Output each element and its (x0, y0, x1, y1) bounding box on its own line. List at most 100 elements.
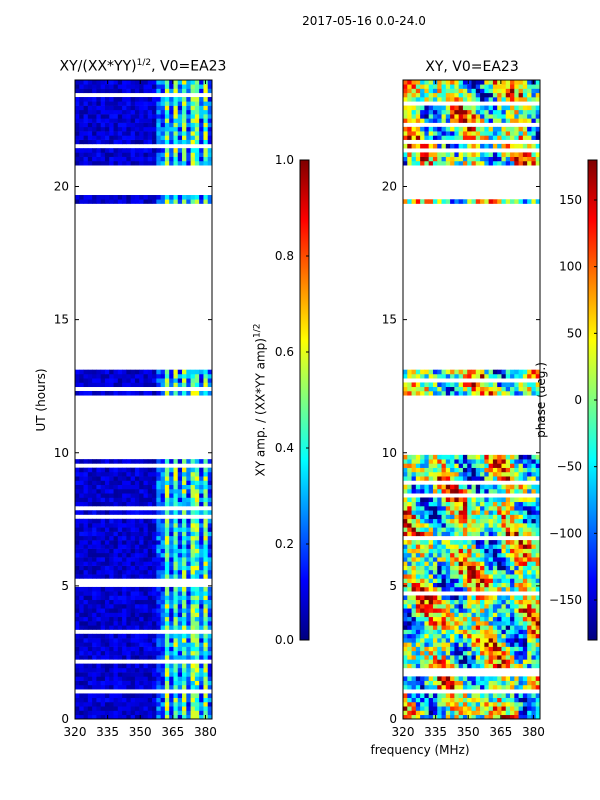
heatmap-cell (130, 459, 136, 464)
heatmap-cell (122, 595, 127, 601)
heatmap-cell (139, 382, 144, 388)
heatmap-cell (164, 160, 170, 166)
heatmap-cell (207, 603, 212, 609)
heatmap-cell (177, 497, 183, 503)
heatmap-cell (126, 378, 132, 383)
heatmap-cell (182, 701, 187, 707)
heatmap-cell (535, 88, 540, 94)
heatmap-cell (415, 135, 421, 140)
heatmap-cell (92, 373, 97, 379)
heatmap-cell (207, 540, 212, 545)
heatmap-cell (113, 139, 119, 145)
heatmap-cell (454, 616, 460, 622)
heatmap-cell (190, 565, 196, 571)
heatmap-cell (415, 501, 421, 507)
heatmap-cell (126, 693, 132, 698)
heatmap-cell (203, 574, 209, 579)
heatmap-cell (113, 523, 119, 528)
heatmap-cell (458, 693, 464, 698)
heatmap-cell (445, 109, 451, 115)
heatmap-cell (514, 561, 519, 566)
heatmap-cell (182, 101, 187, 106)
heatmap-cell (203, 476, 209, 481)
heatmap-cell (445, 603, 451, 609)
heatmap-cell (415, 693, 421, 698)
heatmap-cell (130, 156, 136, 162)
heatmap-cell (527, 386, 532, 392)
heatmap-cell (514, 638, 519, 643)
heatmap-cell (471, 84, 477, 89)
heatmap-cell (199, 126, 204, 132)
heatmap-cell (510, 544, 515, 549)
colorbar-tick-label: 1.0 (275, 153, 294, 167)
heatmap-cell (75, 646, 80, 652)
heatmap-cell (134, 88, 140, 94)
heatmap-cell (531, 701, 537, 707)
heatmap-cell (411, 608, 417, 613)
heatmap-cell (92, 684, 97, 690)
heatmap-cell (415, 714, 421, 719)
heatmap-cell (407, 80, 412, 85)
heatmap-cell (79, 476, 84, 481)
heatmap-cell (497, 565, 502, 571)
heatmap-cell (190, 591, 196, 596)
heatmap-cell (403, 459, 408, 464)
heatmap-cell (437, 569, 442, 575)
heatmap-cell (79, 527, 84, 532)
heatmap-cell (505, 638, 511, 643)
heatmap-cell (199, 680, 204, 686)
heatmap-cell (407, 638, 412, 643)
heatmap-cell (156, 101, 162, 106)
heatmap-cell (454, 386, 460, 392)
heatmap-cell (505, 608, 511, 613)
heatmap-cell (441, 97, 447, 102)
heatmap-cell (454, 676, 460, 681)
heatmap-cell (522, 523, 528, 528)
heatmap-cell (518, 659, 524, 664)
heatmap-cell (100, 459, 106, 464)
heatmap-cell (147, 88, 153, 94)
heatmap-cell (522, 131, 528, 136)
heatmap-cell (484, 135, 490, 140)
heatmap-cell (527, 552, 532, 558)
heatmap-cell (488, 616, 494, 622)
heatmap-cell (514, 582, 519, 588)
heatmap-cell (475, 655, 481, 660)
heatmap-cell (190, 139, 196, 145)
heatmap-cell (134, 586, 140, 592)
heatmap-cell (424, 88, 430, 94)
heatmap-cell (182, 655, 187, 660)
heatmap-cell (450, 199, 455, 204)
heatmap-cell (403, 484, 408, 490)
heatmap-cell (130, 646, 136, 652)
heatmap-cell (75, 373, 80, 379)
heatmap-cell (139, 476, 144, 481)
heatmap-cell (104, 625, 110, 630)
heatmap-cell (535, 684, 540, 690)
heatmap-cell (75, 565, 80, 571)
heatmap-cell (96, 655, 102, 660)
heatmap-cell (169, 80, 174, 85)
heatmap-cell (484, 463, 490, 468)
heatmap-cell (420, 621, 425, 626)
heatmap-cell (415, 506, 421, 511)
heatmap-cell (147, 378, 153, 383)
heatmap-cell (143, 561, 149, 566)
heatmap-cell (143, 710, 149, 716)
heatmap-cell (164, 195, 170, 200)
heatmap-cell (156, 569, 162, 575)
heatmap-cell (458, 629, 464, 635)
heatmap-cell (411, 514, 417, 520)
heatmap-cell (182, 390, 187, 396)
heatmap-cell (169, 561, 174, 566)
heatmap-cell (411, 540, 417, 545)
heatmap-cell (497, 84, 502, 89)
heatmap-cell (134, 625, 140, 630)
heatmap-cell (87, 84, 93, 89)
heatmap-cell (134, 135, 140, 140)
heatmap-cell (488, 135, 494, 140)
heatmap-cell (147, 655, 153, 660)
heatmap-cell (531, 382, 537, 388)
heatmap-cell (126, 497, 132, 503)
